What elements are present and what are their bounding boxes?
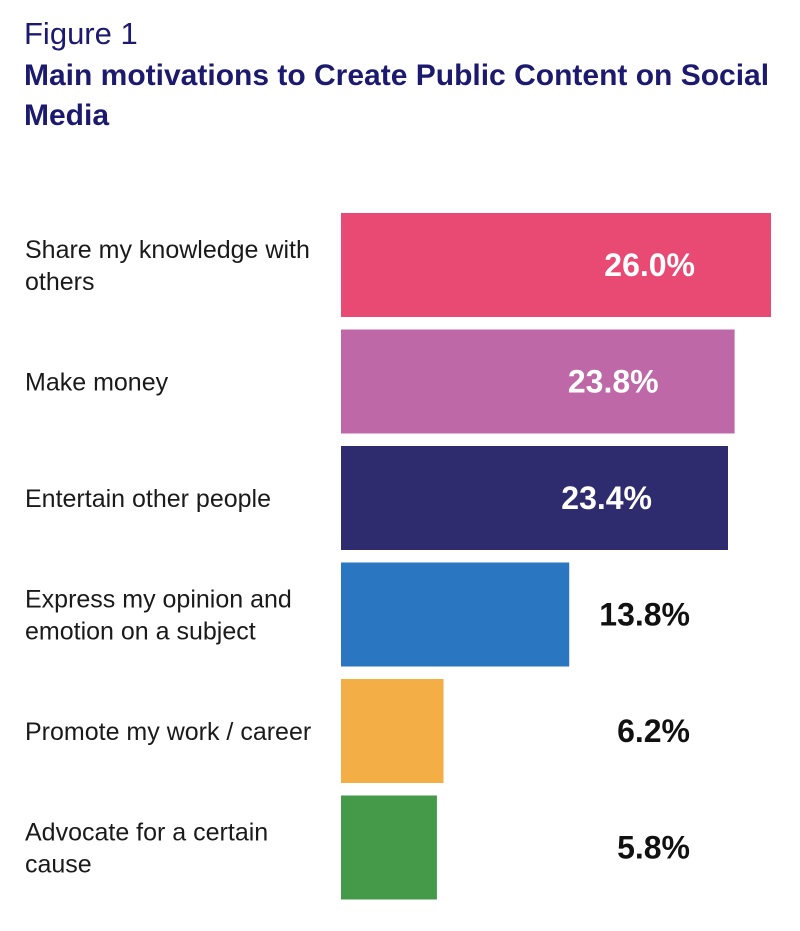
category-label: Share my knowledge with others: [25, 236, 310, 296]
bar-5: [341, 679, 444, 783]
value-label: 23.8%: [568, 364, 659, 400]
bar-1: [341, 213, 771, 317]
value-label: 26.0%: [604, 247, 695, 283]
bar-4: [341, 562, 570, 667]
category-label: Promote my work / career: [25, 718, 311, 746]
category-label: Advocate for a certain cause: [25, 819, 268, 879]
value-label: 5.8%: [617, 830, 690, 866]
bar-6: [341, 795, 437, 900]
category-label: Entertain other people: [25, 485, 271, 513]
value-label: 23.4%: [561, 480, 652, 516]
category-label: Make money: [25, 369, 169, 397]
bar-2: [341, 329, 735, 434]
bar-3: [341, 446, 728, 550]
figure-label: Figure 1: [24, 16, 138, 51]
chart-title: Main motivations to Create Public Conten…: [24, 59, 770, 132]
value-label: 6.2%: [617, 713, 690, 749]
value-label: 13.8%: [599, 597, 690, 633]
category-label: Express my opinion and emotion on a subje…: [25, 586, 292, 646]
